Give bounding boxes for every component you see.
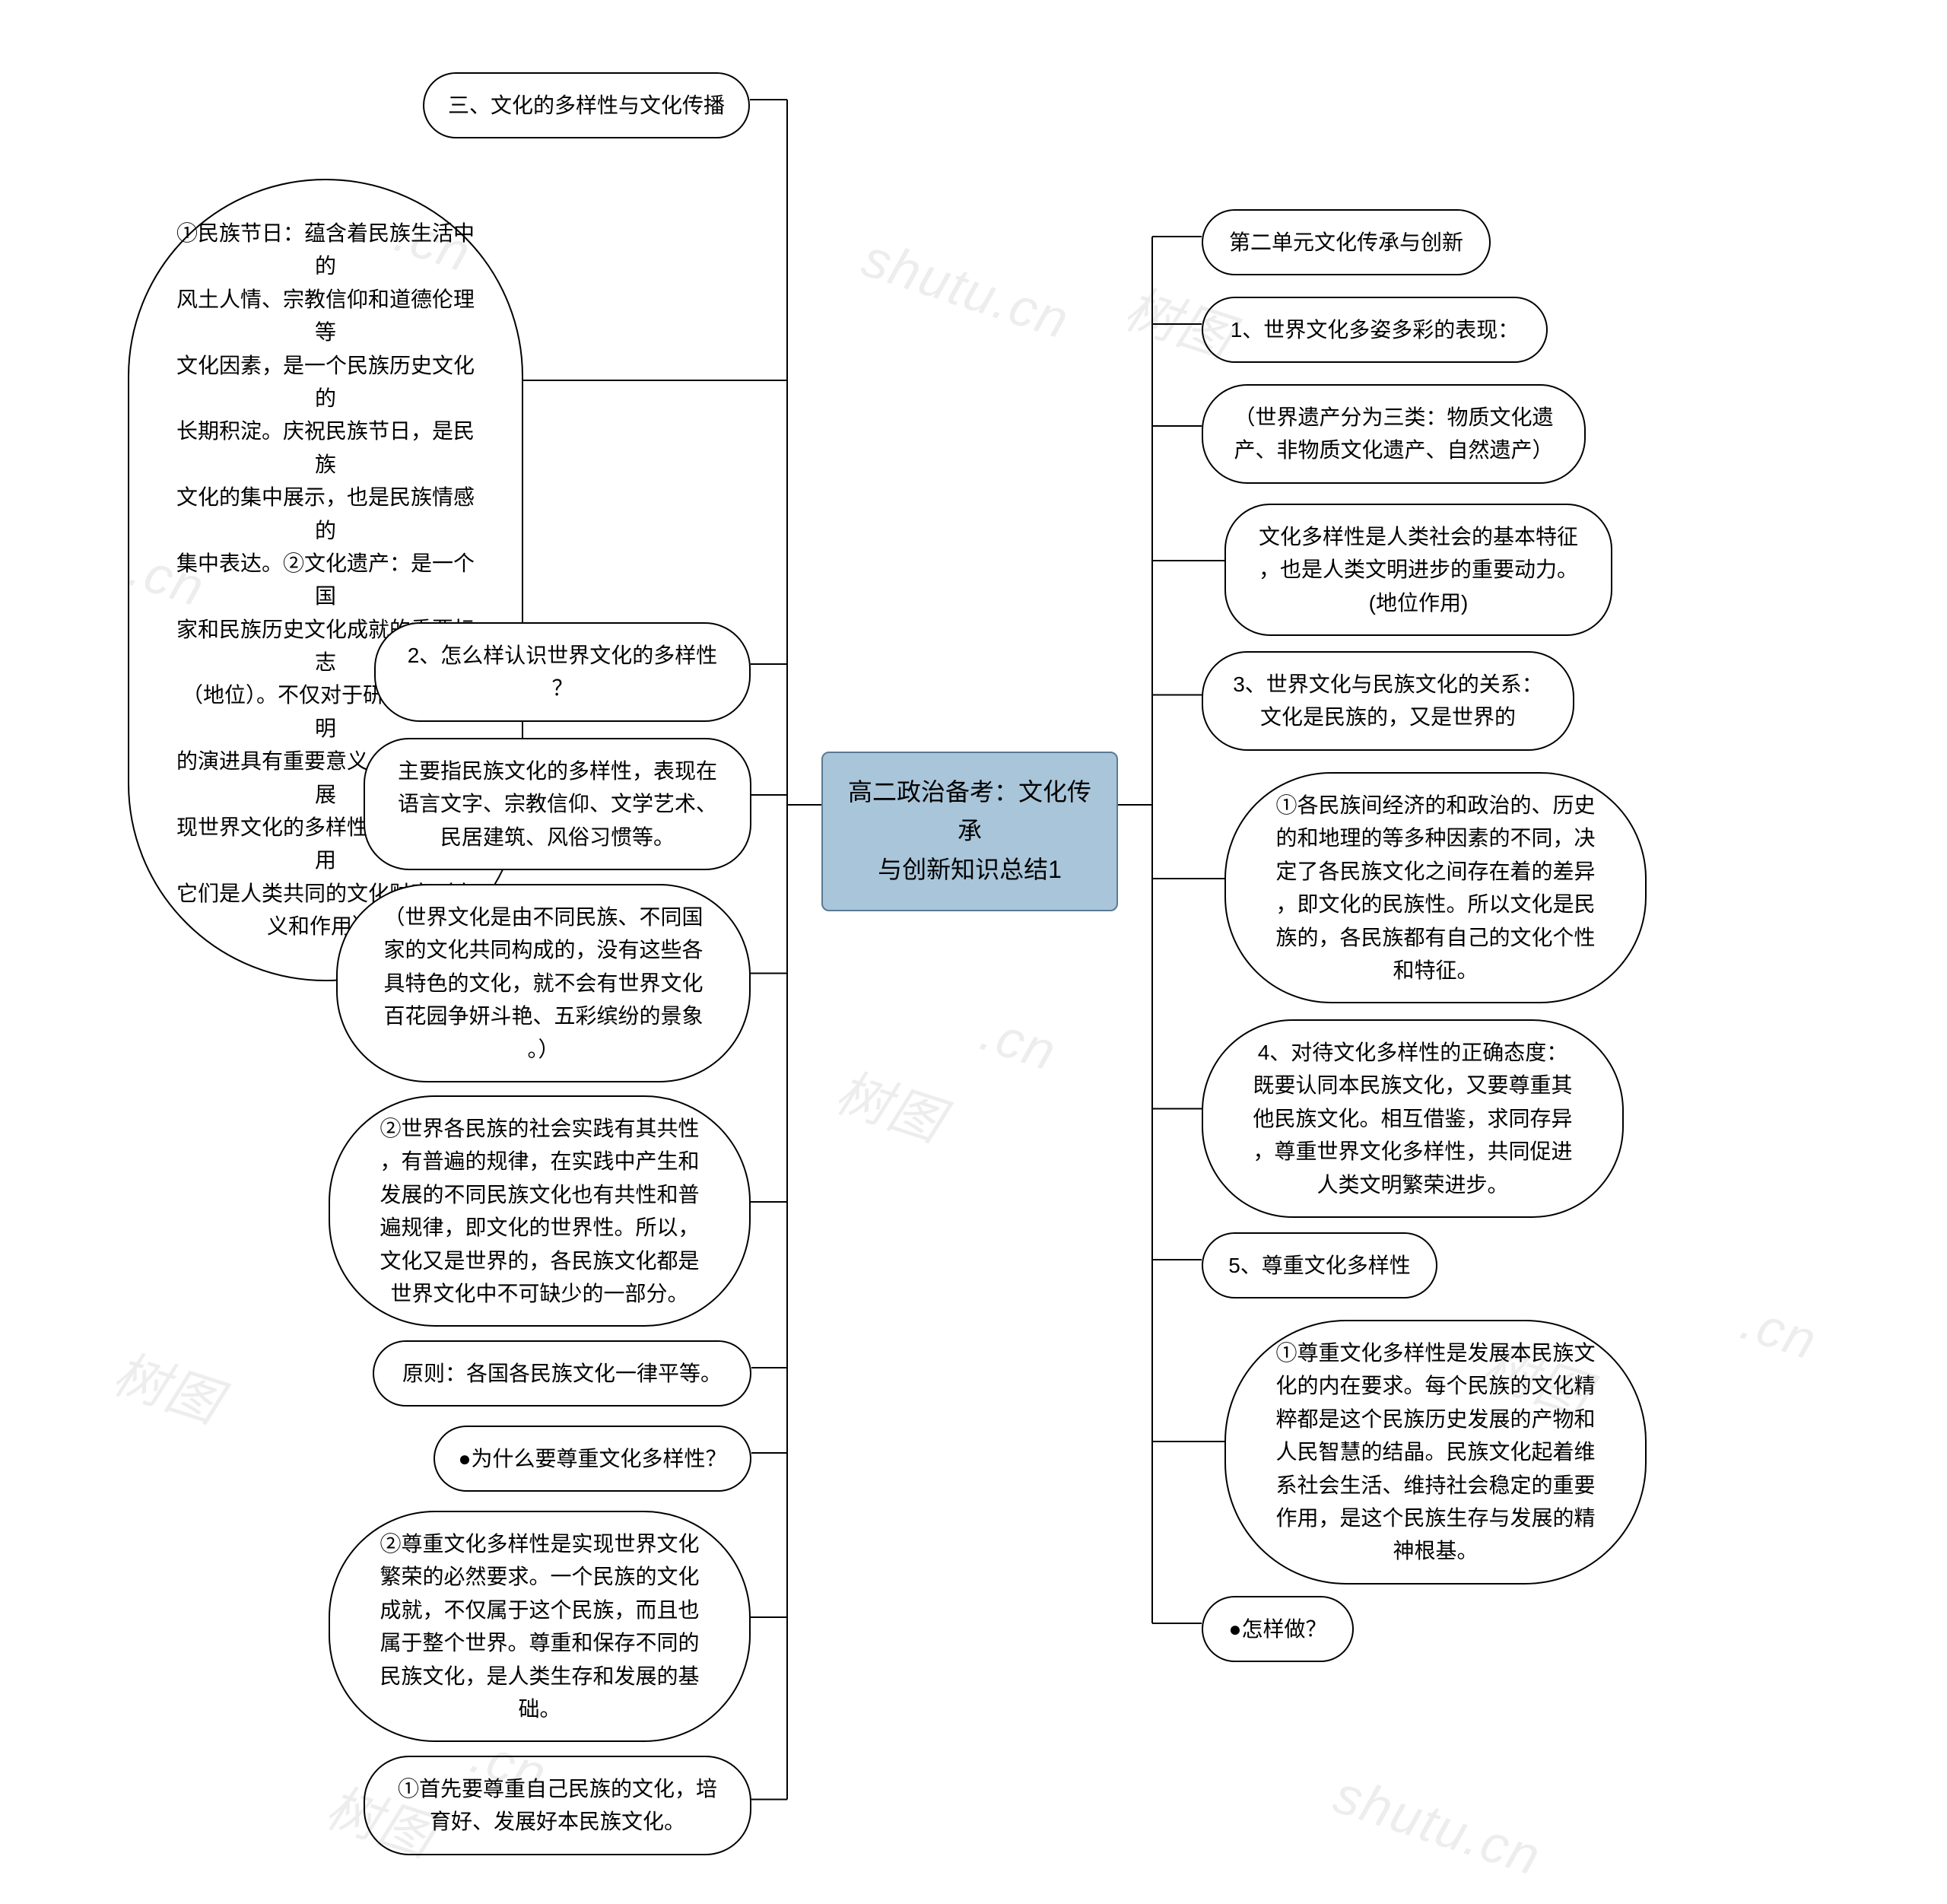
node-text: 文化多样性是人类社会的基本特征 ，也是人类文明进步的重要动力。 (地位作用) xyxy=(1259,520,1578,619)
right-node-R10: ●怎样做？ xyxy=(1202,1596,1354,1662)
node-text: （世界文化是由不同民族、不同国 家的文化共同构成的，没有这些各 具特色的文化，就… xyxy=(383,901,703,1066)
node-text: 5、尊重文化多样性 xyxy=(1228,1249,1411,1282)
watermark: 树图 xyxy=(827,1050,955,1157)
watermark: .cn xyxy=(974,1002,1064,1083)
left-node-L8: ●为什么要尊重文化多样性？ xyxy=(434,1426,751,1492)
center-node: 高二政治备考：文化传承 与创新知识总结1 xyxy=(821,752,1118,911)
right-node-R6: ①各民族间经济的和政治的、历史 的和地理的等多种因素的不同，决 定了各民族文化之… xyxy=(1224,772,1647,1003)
node-text: ②世界各民族的社会实践有其共性 ，有普遍的规律，在实践中产生和 发展的不同民族文… xyxy=(380,1112,699,1310)
watermark: .cn xyxy=(1734,1291,1825,1372)
mindmap-canvas: 高二政治备考：文化传承 与创新知识总结1 三、文化的多样性与文化传播 ①民族节日… xyxy=(0,0,1947,1904)
node-text: ●为什么要尊重文化多样性？ xyxy=(459,1442,727,1475)
node-text: 4、对待文化多样性的正确态度： 既要认同本民族文化，又要尊重其 他民族文化。相互… xyxy=(1253,1036,1572,1201)
left-node-L4: 主要指民族文化的多样性，表现在 语言文字、宗教信仰、文学艺术、 民居建筑、风俗习… xyxy=(364,738,751,870)
node-text: ①尊重文化多样性是发展本民族文 化的内在要求。每个民族的文化精 粹都是这个民族历… xyxy=(1275,1337,1595,1568)
right-node-R7: 4、对待文化多样性的正确态度： 既要认同本民族文化，又要尊重其 他民族文化。相互… xyxy=(1202,1019,1624,1218)
watermark: shutu.cn xyxy=(1327,1764,1549,1888)
right-node-R4: 文化多样性是人类社会的基本特征 ，也是人类文明进步的重要动力。 (地位作用) xyxy=(1224,504,1612,636)
right-node-R9: ①尊重文化多样性是发展本民族文 化的内在要求。每个民族的文化精 粹都是这个民族历… xyxy=(1224,1320,1647,1585)
node-text: 1、世界文化多姿多彩的表现： xyxy=(1231,313,1520,346)
right-node-R3: （世界遗产分为三类：物质文化遗 产、非物质文化遗产、自然遗产） xyxy=(1202,384,1586,484)
node-text: 三、文化的多样性与文化传播 xyxy=(448,89,725,122)
left-node-L6: ②世界各民族的社会实践有其共性 ，有普遍的规律，在实践中产生和 发展的不同民族文… xyxy=(329,1095,751,1327)
right-node-R1: 第二单元文化传承与创新 xyxy=(1202,209,1491,275)
node-text: 3、世界文化与民族文化的关系： 文化是民族的，又是世界的 xyxy=(1233,668,1543,734)
watermark: shutu.cn xyxy=(856,227,1078,351)
left-node-L1: 三、文化的多样性与文化传播 xyxy=(423,72,750,138)
node-text: （世界遗产分为三类：物质文化遗 产、非物质文化遗产、自然遗产） xyxy=(1234,401,1553,467)
left-node-L10: ①首先要尊重自己民族的文化，培 育好、发展好本民族文化。 xyxy=(364,1756,751,1855)
left-node-L7: 原则：各国各民族文化一律平等。 xyxy=(373,1340,751,1407)
node-text: ●怎样做？ xyxy=(1229,1613,1327,1645)
right-node-R2: 1、世界文化多姿多彩的表现： xyxy=(1202,297,1548,363)
node-text: ①各民族间经济的和政治的、历史 的和地理的等多种因素的不同，决 定了各民族文化之… xyxy=(1275,789,1595,987)
right-node-R5: 3、世界文化与民族文化的关系： 文化是民族的，又是世界的 xyxy=(1202,651,1574,751)
left-node-L5: （世界文化是由不同民族、不同国 家的文化共同构成的，没有这些各 具特色的文化，就… xyxy=(336,884,751,1082)
watermark: 树图 xyxy=(105,1331,233,1438)
node-text: 主要指民族文化的多样性，表现在 语言文字、宗教信仰、文学艺术、 民居建筑、风俗习… xyxy=(398,755,717,853)
node-text: 第二单元文化传承与创新 xyxy=(1229,226,1463,259)
node-text: 原则：各国各民族文化一律平等。 xyxy=(402,1357,722,1390)
right-node-R8: 5、尊重文化多样性 xyxy=(1202,1232,1437,1298)
left-node-L9: ②尊重文化多样性是实现世界文化 繁荣的必然要求。一个民族的文化 成就，不仅属于这… xyxy=(329,1511,751,1742)
center-node-text: 高二政治备考：文化传承 与创新知识总结1 xyxy=(846,773,1094,890)
node-text: ②尊重文化多样性是实现世界文化 繁荣的必然要求。一个民族的文化 成就，不仅属于这… xyxy=(380,1527,699,1725)
left-node-L3: 2、怎么样认识世界文化的多样性 ？ xyxy=(374,622,751,722)
node-text: 2、怎么样认识世界文化的多样性 ？ xyxy=(408,639,718,705)
node-text: ①首先要尊重自己民族的文化，培 育好、发展好本民族文化。 xyxy=(398,1772,717,1839)
